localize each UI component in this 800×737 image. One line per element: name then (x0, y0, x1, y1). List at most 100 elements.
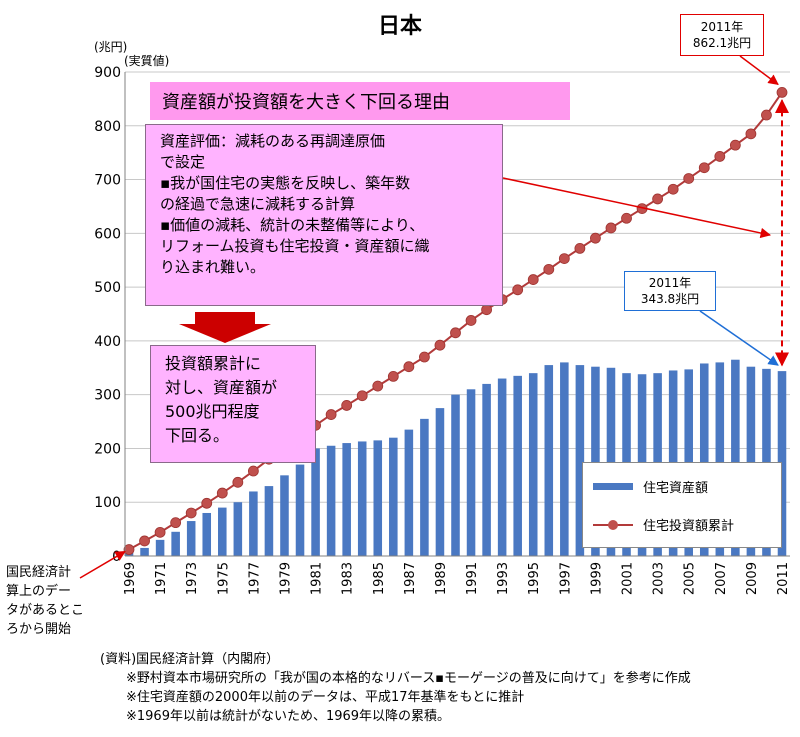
cumulative-point (683, 173, 695, 184)
cumulative-point (776, 86, 788, 98)
asset-bar (295, 464, 305, 556)
cumulative-point (372, 380, 384, 392)
cumulative-point (154, 526, 166, 538)
asset-bar (746, 366, 756, 556)
cumulative-point (341, 400, 353, 411)
cumulative-point (450, 327, 461, 339)
asset-bar (311, 448, 320, 556)
asset-bar (249, 491, 258, 556)
down-arrow-icon (179, 312, 271, 343)
explanation-line: で設定 (160, 153, 206, 171)
origin-note-line: 国民経済計 (6, 565, 72, 580)
cumulative-point (605, 222, 617, 234)
cumulative-point (247, 465, 259, 477)
asset-bar (342, 443, 351, 556)
asset-bar (482, 383, 491, 556)
source-notes: (資料)国民経済計算（内閣府） ※野村資本市場研究所の「我が国の本格的なリバース… (100, 650, 691, 726)
cumulative-point (201, 497, 213, 509)
explanation-box: 資産評価：減耗のある再調達原価 で設定 ▪我が国住宅の実態を反映し、築年数 の経… (145, 124, 503, 306)
value-basis-label: (実質値) (124, 54, 170, 68)
asset-bar (466, 389, 476, 556)
callout-value: 862.1兆円 (692, 36, 752, 50)
cumulative-point (465, 315, 477, 326)
cumulative-point (745, 128, 757, 140)
origin-note: 国民経済計 算上のデー タがあるとこ ろから開始 (6, 563, 84, 639)
legend-item-asset: 住宅資産額 (593, 477, 708, 496)
legend-bar-swatch (593, 483, 633, 490)
cumulative-point (434, 339, 446, 351)
cumulative-point (232, 476, 244, 488)
asset-bar (186, 521, 196, 556)
cumulative-point (170, 517, 182, 529)
asset-bar (497, 378, 507, 556)
y-tick-label: 600 (94, 226, 121, 242)
cumulative-point (574, 242, 586, 254)
asset-bar (357, 441, 367, 556)
cumulative-point (185, 507, 197, 519)
explanation-line: 資産評価：減耗のある再調達原価 (160, 132, 386, 150)
result-line: 500兆円程度 (165, 402, 260, 421)
asset-bar (326, 445, 336, 556)
callout-year: 2011年 (648, 276, 692, 290)
asset-bar (202, 512, 212, 556)
asset-bar (218, 507, 227, 556)
x-tick-label: 1995 (527, 562, 542, 595)
y-tick-label: 200 (94, 441, 121, 457)
asset-bar (544, 365, 554, 556)
x-tick-label: 1973 (185, 562, 200, 595)
result-line: 下回る。 (165, 426, 230, 445)
callout-year: 2011年 (700, 20, 744, 34)
callout-pointer-asset (699, 310, 779, 366)
y-tick-label: 100 (94, 495, 121, 511)
x-tick-label: 1975 (216, 562, 231, 595)
asset-bar (606, 367, 616, 556)
asset-bar (420, 418, 429, 556)
legend-label: 住宅資産額 (643, 481, 709, 496)
cumulative-point (714, 151, 726, 162)
asset-bar (591, 366, 600, 556)
source-note: ※住宅資産額の2000年以前のデータは、平成17年基準をもとに推計 (126, 690, 525, 705)
asset-bar (373, 440, 383, 556)
chart-title: 日本 (377, 14, 422, 39)
asset-bar (280, 475, 289, 556)
cumulative-point (216, 487, 228, 499)
asset-bar (435, 408, 445, 556)
result-line: 対し、資産額が (165, 378, 278, 397)
explanation-line: リフォーム投資も住宅投資・資産額に織 (160, 237, 430, 255)
y-tick-label: 800 (94, 119, 121, 135)
cumulative-point (387, 370, 399, 382)
result-box: 投資額累計に 対し、資産額が 500兆円程度 下回る。 (150, 345, 316, 463)
asset-bar (777, 371, 787, 556)
explanation-line: ▪価値の減耗、統計の未整備等により、 (160, 216, 425, 234)
cumulative-point (761, 109, 772, 121)
cumulative-point (123, 544, 135, 555)
cumulative-point (621, 212, 632, 224)
x-tick-label: 1997 (558, 562, 573, 595)
asset-bar (389, 437, 398, 556)
x-tick-label: 1977 (247, 562, 262, 595)
callout-asset-2011: 2011年 343.8兆円 (624, 271, 716, 311)
x-tick-label: 1979 (278, 562, 293, 595)
asset-bar (560, 362, 569, 556)
x-tick-label: 1985 (372, 562, 387, 595)
legend-line-swatch (593, 519, 633, 531)
result-line: 投資額累計に (165, 354, 262, 373)
cumulative-point (698, 162, 710, 174)
asset-bar (715, 362, 725, 556)
explanation-line: り込まれ難い。 (160, 258, 266, 276)
asset-bar (233, 502, 243, 556)
asset-bar (155, 539, 165, 556)
cumulative-point (729, 139, 741, 151)
source-note: (資料)国民経済計算（内閣府） (100, 652, 280, 667)
cumulative-point (512, 284, 524, 296)
y-tick-label: 700 (94, 173, 121, 189)
y-tick-label: 400 (94, 334, 121, 350)
cumulative-point (481, 304, 492, 316)
origin-pointer (79, 550, 126, 579)
x-tick-label: 2001 (621, 562, 636, 595)
source-note: ※野村資本市場研究所の「我が国の本格的なリバース▪モーゲージの普及に向けて」を参… (126, 671, 691, 686)
cumulative-point (652, 193, 664, 205)
asset-bar (731, 359, 740, 556)
headline-box: 資産額が投資額を大きく下回る理由 (150, 82, 570, 120)
explanation-pointer (502, 177, 772, 239)
